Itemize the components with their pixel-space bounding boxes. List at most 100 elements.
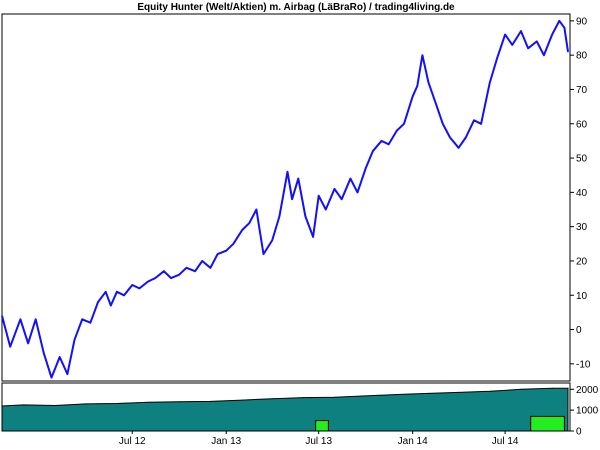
y-tick-label: 90 [576,16,588,27]
equity-data-point [185,267,187,269]
capital-data-point [489,390,491,392]
chart-title: Equity Hunter (Welt/Aktien) m. Airbag (L… [137,2,455,13]
equity-data-point [349,178,351,180]
equity-data-point [421,54,423,56]
main-plot-frame [1,13,571,382]
equity-data-point [147,280,149,283]
equity-data-point [504,33,506,36]
capital-data-point [365,395,367,397]
equity-data-point [297,178,299,180]
equity-data-point [154,277,156,279]
equity-data-point [271,239,273,241]
equity-data-point [412,95,414,97]
equity-data-point [403,123,405,125]
x-tick-label: Jul 12 [119,436,146,447]
equity-data-point [372,150,374,152]
capital-data-point [567,387,569,389]
y-tick-label: 40 [576,188,588,199]
y-tick-label: 0 [576,325,582,336]
equity-data-point [365,167,367,169]
equity-data-point [325,208,327,211]
equity-data-point [59,356,61,358]
equity-data-point [543,54,545,56]
equity-data-point [520,30,522,32]
capital-data-point [85,403,87,405]
y-tick-label: 20 [576,256,588,267]
capital-data-point [54,405,56,407]
equity-data-point [333,188,336,190]
equity-data-point [241,229,243,231]
equity-data-point [19,318,21,320]
capital-data-point [116,402,118,404]
equity-data-point [123,294,125,296]
equity-data-point [473,119,475,121]
capital-data-point [209,400,211,402]
equity-data-point [73,339,76,341]
y-tick-label: 30 [576,222,588,233]
equity-data-point [1,315,3,317]
equity-data-point [318,195,320,197]
y-tick-label: 80 [576,51,588,62]
y-tick-label: 70 [576,85,588,96]
equity-data-point [449,136,451,139]
capital-data-point [178,401,180,403]
sub-y-tick-label: 2000 [576,385,599,396]
equity-data-point [567,51,569,53]
capital-data-point [458,391,460,393]
equity-data-point [225,250,227,252]
equity-data-point [232,243,234,245]
y-tick-label: 10 [576,291,588,302]
equity-data-point [163,270,165,272]
equity-data-point [97,301,99,303]
equity-data-point [201,260,203,262]
main-plot [1,19,569,379]
capital-data-point [271,398,273,400]
equity-data-point [43,352,45,355]
capital-data-point [428,392,430,394]
equity-data-point [511,44,513,46]
capital-data-point [396,393,398,395]
equity-data-point [435,102,437,104]
equity-data-point [255,208,257,211]
airbag-period-bar [530,415,565,432]
equity-data-point [105,291,107,293]
equity-data-point [416,85,418,87]
equity-data-point [27,342,29,344]
x-tick-label: Jul 14 [492,436,519,447]
equity-data-point [278,215,280,217]
equity-data-point [9,346,11,348]
equity-data-point [465,136,467,139]
x-tick-label: Jul 13 [305,436,332,447]
equity-data-point [558,20,560,22]
equity-data-point [396,130,398,132]
equity-data-point [50,376,53,379]
equity-data-point [388,143,390,145]
x-axis: Jul 12 Jan 13 Jul 13 Jan 14 Jul 14 [119,431,519,447]
equity-data-point [178,274,180,276]
equity-data-point [551,33,553,36]
equity-data-point [35,318,37,320]
equity-data-point [81,318,83,320]
equity-data-point [131,284,133,286]
equity-data-point [66,373,68,375]
equity-data-point [356,191,359,193]
sub-y-axis: 0 1000 2000 [570,385,599,438]
equity-data-point [89,322,91,324]
equity-data-point [427,81,430,84]
equity-data-point [116,291,118,293]
sub-y-tick-label: 1000 [576,406,599,417]
y-tick-label: 60 [576,119,588,130]
equity-data-point [304,215,307,217]
equity-data-point [458,147,460,149]
equity-data-point [480,123,482,125]
equity-data-point [442,123,444,125]
equity-data-point [496,57,498,60]
equity-data-point [563,27,565,29]
x-tick-label: Jan 14 [398,436,428,447]
capital-data-point [241,399,243,401]
equity-data-point [138,287,141,289]
sub-y-tick-label: 0 [576,427,582,438]
equity-data-point [248,222,250,224]
